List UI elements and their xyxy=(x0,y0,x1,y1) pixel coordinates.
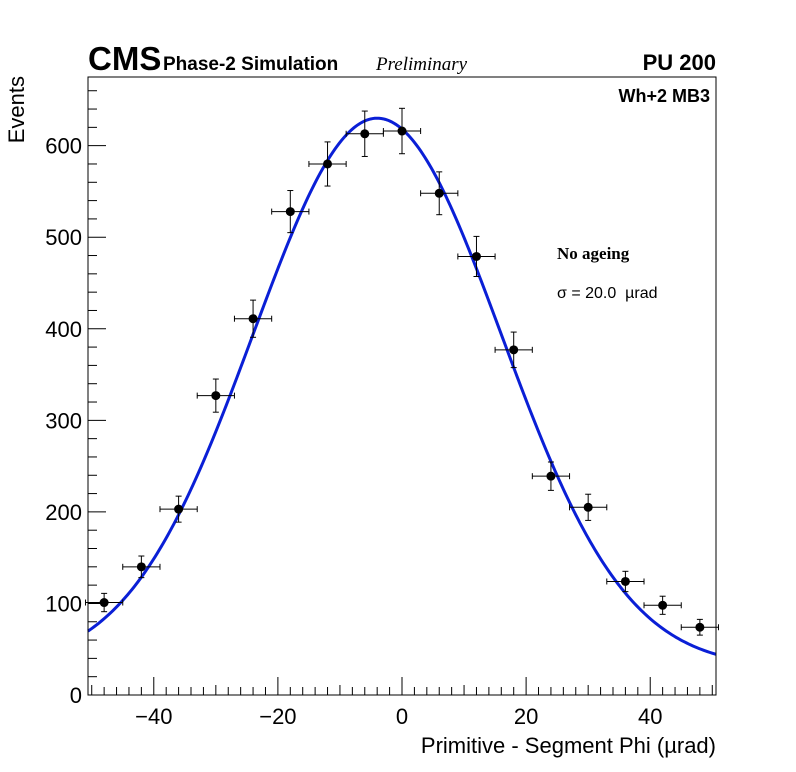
data-point xyxy=(531,461,571,491)
fit-curve xyxy=(87,116,717,656)
data-point xyxy=(643,595,682,615)
marker xyxy=(471,251,481,261)
y-tick-label: 300 xyxy=(45,408,82,433)
marker xyxy=(434,188,444,198)
data-point xyxy=(159,495,198,523)
x-tick-label: −40 xyxy=(135,704,172,729)
pileup-label: PU 200 xyxy=(643,50,716,75)
simulation-label: Phase-2 Simulation xyxy=(163,54,338,75)
data-point xyxy=(382,107,422,155)
marker xyxy=(285,207,295,217)
y-tick-label: 500 xyxy=(45,225,82,250)
marker xyxy=(248,314,258,324)
marker xyxy=(509,345,519,355)
data-point xyxy=(308,141,347,187)
y-tick-label: 600 xyxy=(45,134,82,159)
data-point xyxy=(271,190,310,234)
data-point xyxy=(420,171,459,216)
y-tick-label: 0 xyxy=(70,683,82,708)
ageing-annotation: No ageing xyxy=(557,244,630,263)
marker xyxy=(323,159,333,169)
sigma-annotation: σ = 20.0 µrad xyxy=(557,285,657,302)
marker xyxy=(397,126,407,136)
y-tick-label: 100 xyxy=(45,591,82,616)
data-point xyxy=(345,110,384,157)
marker xyxy=(620,576,630,586)
marker xyxy=(99,598,109,608)
data-point xyxy=(606,570,645,593)
y-tick-label: 400 xyxy=(45,317,82,342)
x-tick-label: 0 xyxy=(396,704,408,729)
data-point xyxy=(122,555,161,579)
marker xyxy=(583,502,593,512)
x-tick-label: 20 xyxy=(514,704,538,729)
x-axis-title: Primitive - Segment Phi (µrad) xyxy=(421,733,716,758)
data-point xyxy=(85,592,124,613)
data-point xyxy=(233,299,273,338)
y-axis-title: Events xyxy=(4,76,29,143)
marker xyxy=(546,471,556,481)
station-label: Wh+2 MB3 xyxy=(618,86,710,106)
data-point xyxy=(196,378,235,413)
marker xyxy=(136,562,146,572)
data-point xyxy=(494,331,533,369)
preliminary-label: Preliminary xyxy=(375,54,468,75)
experiment-label: CMS xyxy=(88,40,161,77)
x-tick-label: 40 xyxy=(638,704,662,729)
data-point xyxy=(569,493,608,521)
y-tick-label: 200 xyxy=(45,500,82,525)
marker xyxy=(658,600,668,610)
marker xyxy=(211,391,221,401)
marker xyxy=(695,622,705,632)
marker xyxy=(174,504,184,514)
data-point xyxy=(457,235,496,277)
data-point xyxy=(680,618,719,636)
marker xyxy=(360,129,370,139)
plot-frame xyxy=(87,76,717,696)
x-tick-label: −20 xyxy=(259,704,296,729)
